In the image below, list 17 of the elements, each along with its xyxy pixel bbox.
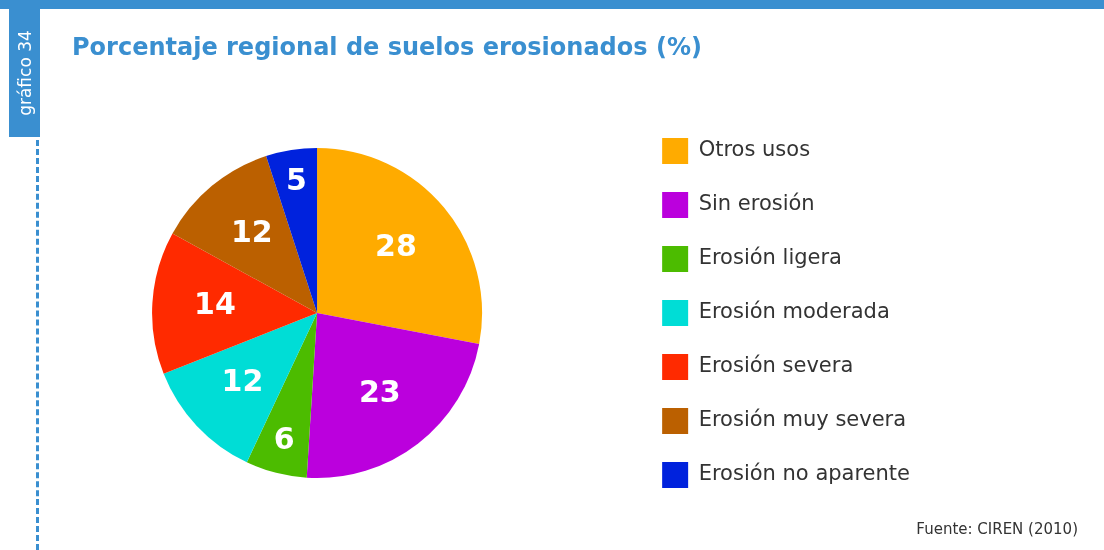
data-label: 28 <box>375 227 417 263</box>
legend-label: Erosión severa <box>698 353 854 378</box>
data-label: 6 <box>273 420 295 456</box>
text: gráfico 34 <box>14 30 35 116</box>
data-label: 12 <box>221 362 264 398</box>
data-label: 12 <box>230 213 273 249</box>
source-note: Fuente: CIREN (2010) <box>916 520 1078 538</box>
legend-label: Erosión muy severa <box>698 407 907 432</box>
legend-label: Sin erosión <box>698 191 815 216</box>
data-label: 14 <box>194 286 236 322</box>
chart-title: Porcentaje regional de suelos erosionados (%) <box>72 33 702 61</box>
legend-label: Erosión no aparente <box>698 461 911 486</box>
data-label: 5 <box>285 162 307 198</box>
legend-label: Otros usos <box>698 137 811 162</box>
legend-label: Erosión ligera <box>698 245 842 270</box>
data-label: 23 <box>358 373 401 409</box>
legend-label: Erosión moderada <box>698 299 890 324</box>
